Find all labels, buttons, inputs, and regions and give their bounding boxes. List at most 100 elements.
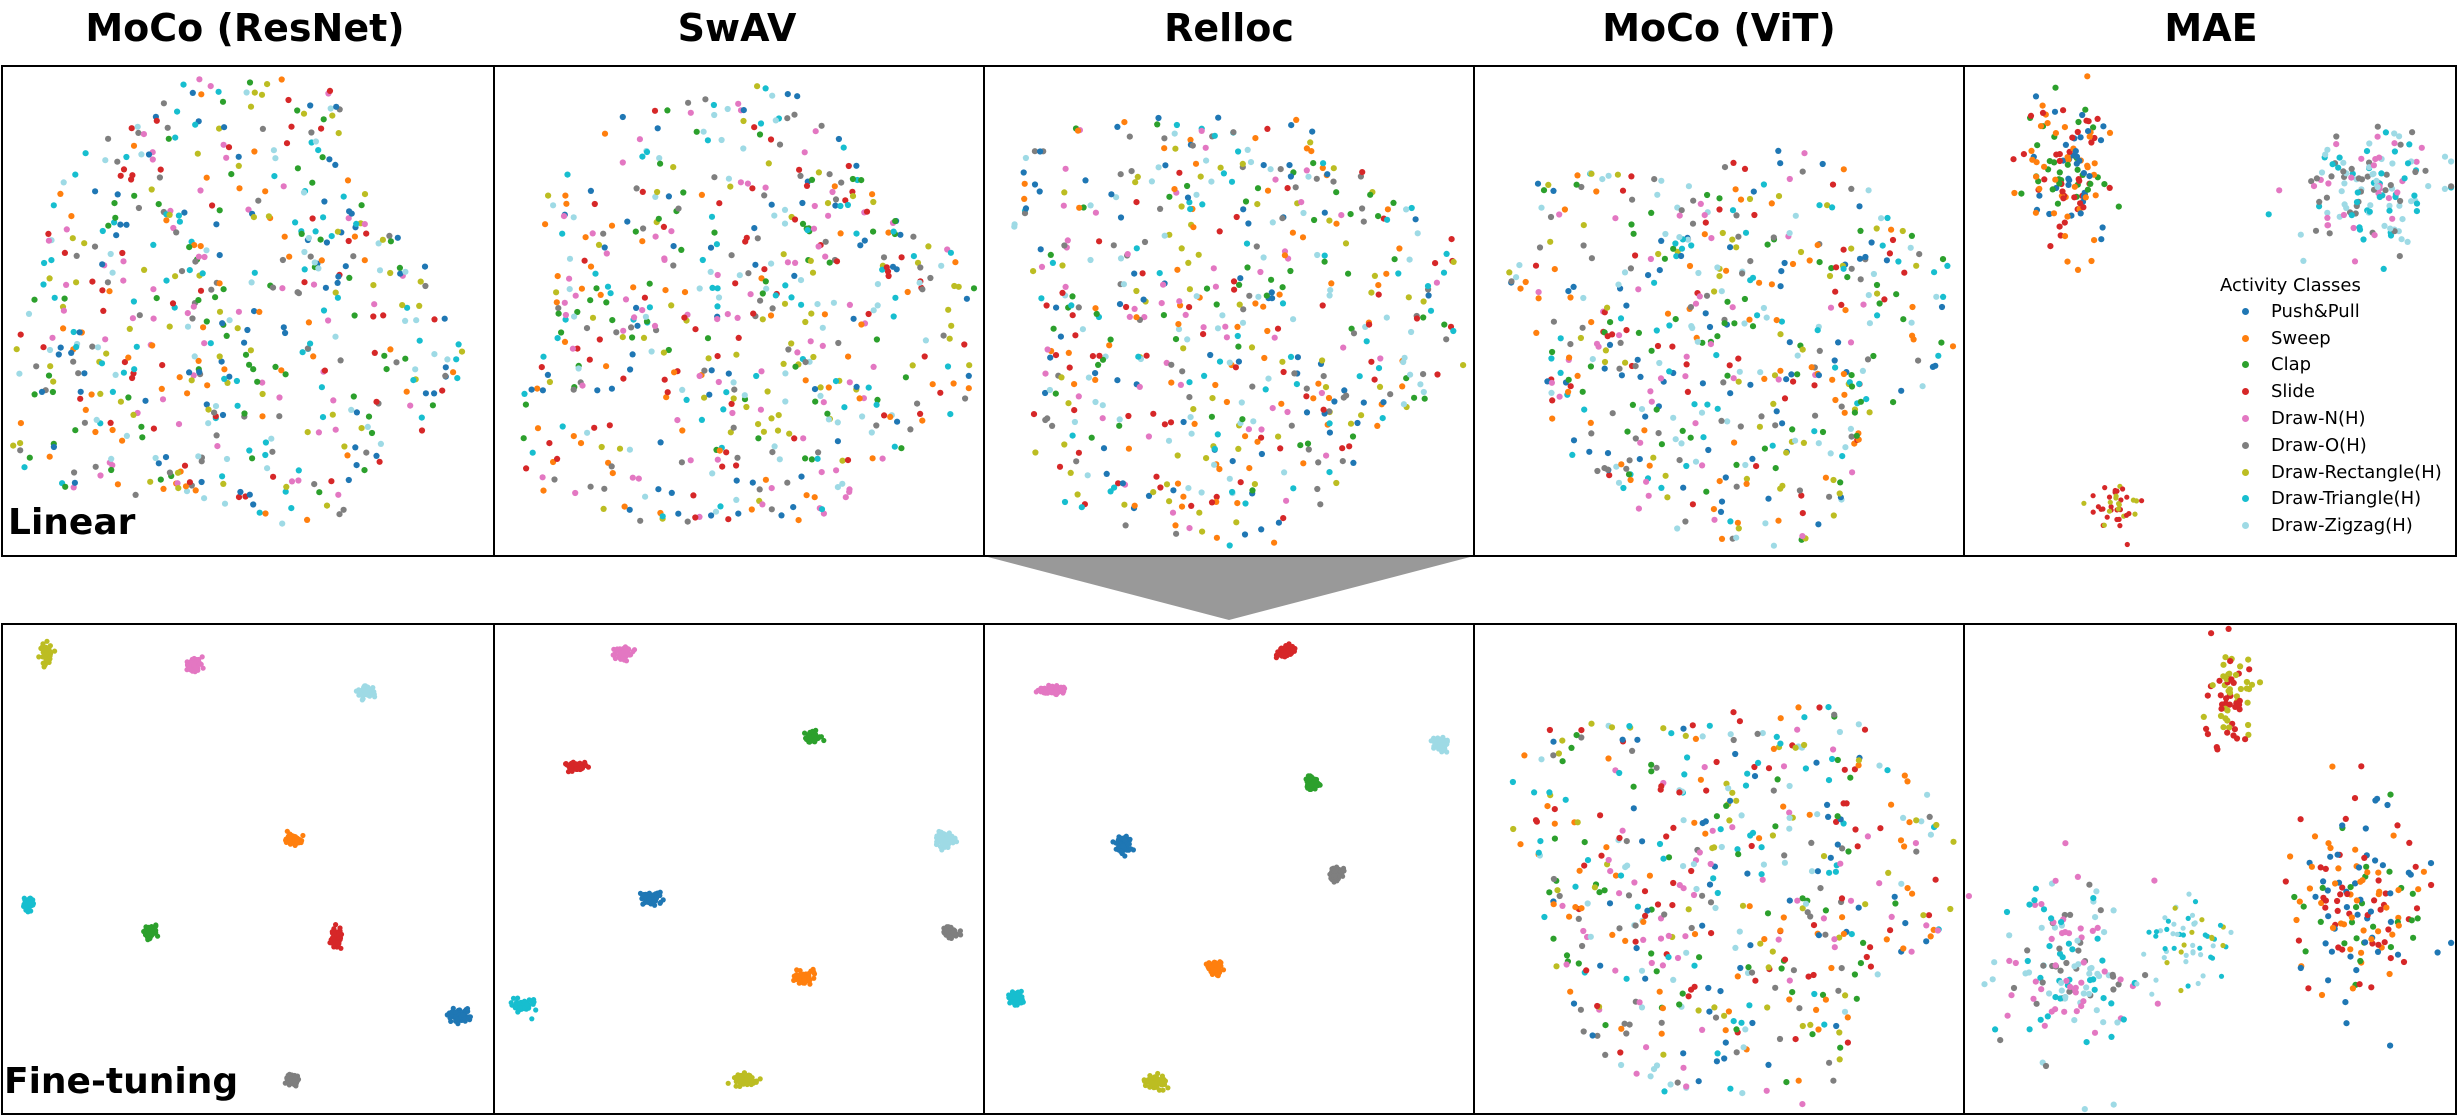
data-point [1660,855,1667,862]
data-point [729,409,736,417]
data-point [1172,522,1179,529]
data-point [1096,352,1103,359]
data-point [2347,884,2354,891]
data-point [1367,191,1374,198]
data-point [153,117,160,124]
data-point [1658,441,1665,448]
data-point [797,172,804,179]
data-point [634,322,641,329]
data-point [97,472,104,479]
data-point [1825,704,1832,711]
data-point [1119,480,1126,487]
data-point [186,369,193,376]
data-point [1420,388,1427,396]
data-point [1699,892,1706,899]
data-point [1125,445,1132,452]
data-point [1300,209,1307,217]
data-point [1804,909,1811,916]
data-point [1133,199,1140,206]
data-point [791,272,798,279]
data-point [1289,229,1296,236]
data-point [1360,218,1367,225]
data-point [2358,763,2365,770]
data-point [1650,454,1657,461]
data-point [562,311,570,319]
data-point [740,117,747,125]
data-point [853,162,860,169]
data-point [38,388,46,395]
data-point [1609,931,1616,939]
data-point [1754,312,1761,319]
data-point [300,832,306,839]
data-point [189,315,196,322]
data-point [1808,868,1816,875]
data-point [2325,913,2332,920]
data-point [2040,906,2048,913]
data-point [1763,1087,1770,1094]
data-point [450,369,457,376]
data-point [1182,311,1189,318]
data-point [1738,1019,1745,1026]
data-point [2420,868,2427,875]
data-point [1062,283,1069,290]
data-point [1692,300,1700,307]
data-point [696,285,703,292]
data-point [678,246,685,253]
data-point [1122,853,1128,859]
data-point [1898,387,1905,394]
data-point [620,656,627,662]
data-point [1288,122,1295,129]
data-point [452,1009,459,1016]
data-point [1786,782,1793,790]
data-point [1095,361,1102,368]
data-point [768,506,775,513]
data-point [1291,370,1298,377]
data-point [73,279,80,286]
data-point [1830,746,1837,753]
data-point [769,449,776,456]
data-point [370,313,377,320]
data-point [1407,371,1414,378]
data-point [213,221,220,228]
data-point [1790,378,1797,385]
data-point [1333,220,1340,227]
data-point [1184,182,1191,190]
data-point [1601,365,1608,372]
data-point [1643,478,1650,485]
data-point [1794,897,1801,904]
data-point [1736,368,1743,375]
data-point [129,172,136,179]
data-point [1284,408,1291,416]
data-point [2041,176,2048,183]
data-point [1938,303,1946,311]
data-point [76,329,83,336]
data-point [332,426,339,433]
data-point [1702,219,1709,226]
data-point [1331,398,1338,405]
data-point [609,317,616,324]
data-point [1069,432,1076,439]
data-point [1731,439,1738,446]
data-point [1616,365,1623,372]
data-point [759,316,766,323]
data-point [310,281,318,288]
data-point [1781,259,1788,267]
data-point [1559,758,1566,765]
data-point [839,457,846,464]
data-point [1577,1006,1584,1013]
data-point [1732,750,1739,758]
data-point [1713,813,1720,820]
data-point [1771,372,1779,379]
data-point [1581,862,1588,869]
data-point [2354,911,2361,918]
panel-fine-tuning-3 [1509,704,1957,1108]
data-point [146,924,152,930]
data-point [1692,458,1700,465]
data-point [60,307,67,314]
data-point [262,439,269,446]
data-point [163,277,170,284]
data-point [717,503,724,510]
data-point [555,305,562,312]
data-point [1713,758,1720,766]
data-point [335,930,341,936]
